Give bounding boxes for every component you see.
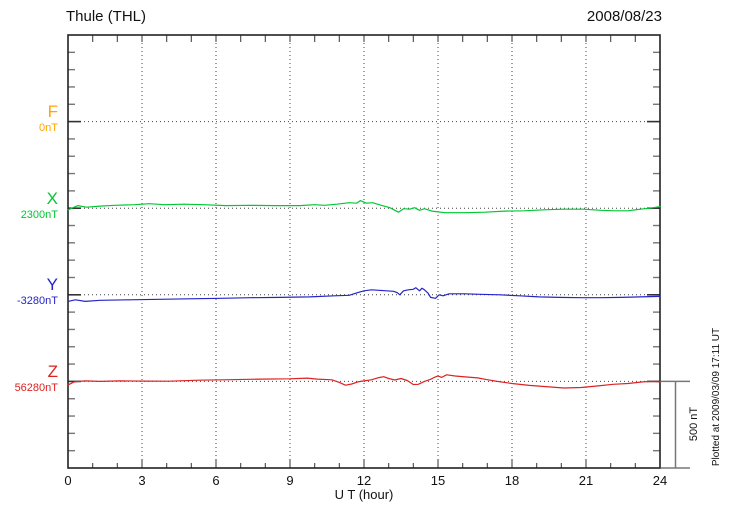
component-baseline-value: 0nT — [39, 122, 58, 134]
x-tick-label: 24 — [653, 473, 667, 488]
x-tick-label: 21 — [579, 473, 593, 488]
component-label-x: X 2300nT — [0, 190, 58, 221]
plot-date: 2008/08/23 — [586, 8, 662, 25]
x-tick-label: 18 — [505, 473, 519, 488]
x-tick-label: 3 — [138, 473, 145, 488]
component-baseline-value: 2300nT — [20, 209, 58, 221]
component-label-y: Y -3280nT — [0, 276, 58, 307]
component-label-f: F 0nT — [0, 103, 58, 134]
component-baseline-value: 56280nT — [14, 382, 58, 394]
component-letter: Y — [46, 275, 58, 294]
x-tick-label: 15 — [431, 473, 445, 488]
station-title: Thule (THL) — [66, 8, 147, 25]
x-tick-label: 9 — [286, 473, 293, 488]
x-tick-label: 0 — [64, 473, 71, 488]
component-letter: X — [46, 189, 58, 208]
scale-bar-label: 500 nT — [688, 406, 700, 442]
trace-z — [67, 374, 661, 389]
x-tick-label: 12 — [357, 473, 371, 488]
component-label-z: Z 56280nT — [0, 363, 58, 394]
trace-y — [67, 287, 661, 302]
component-letter: Z — [47, 362, 58, 381]
plotted-at-note: Plotted at 2009/03/09 17:11 UT — [711, 327, 722, 467]
plot-border — [67, 34, 661, 469]
component-baseline-value: -3280nT — [17, 295, 58, 307]
x-tick-label: 6 — [212, 473, 219, 488]
x-axis-title: U T (hour) — [334, 487, 394, 502]
component-letter: F — [47, 102, 58, 121]
trace-x — [67, 200, 661, 214]
